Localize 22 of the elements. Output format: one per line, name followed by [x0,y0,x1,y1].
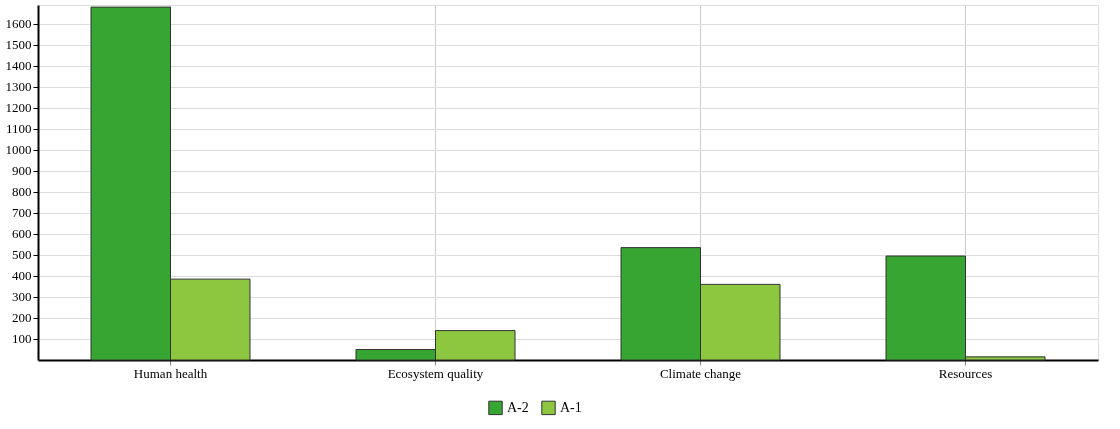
x-tick-label: Resources [938,365,993,381]
y-tick-label: 400 [12,268,32,284]
y-tick-label: 100 [12,331,32,347]
y-tick-label: 700 [12,205,32,221]
x-tick-label: Ecosystem quality [387,365,484,381]
y-tick-label: 200 [12,310,32,326]
y-tick-label: 600 [12,226,32,242]
y-tick-label: 1000 [5,142,32,158]
y-tick-label: 300 [12,289,32,305]
y-tick-label: 800 [12,184,32,200]
y-tick-label: 1400 [5,58,32,74]
y-tick-label: 1300 [5,79,32,95]
legend-label: A-2 [507,399,529,415]
y-tick-label: 500 [12,247,32,263]
x-tick-label: Climate change [659,365,742,381]
y-tick-label: 1200 [5,100,32,116]
y-tick-label: 1500 [5,37,32,53]
y-tick-label: 1100 [5,121,32,137]
y-tick-label: 900 [12,163,32,179]
legend-label: A-1 [560,399,582,415]
x-tick-label: Human health [133,365,208,381]
y-tick-label: 1600 [5,16,32,32]
